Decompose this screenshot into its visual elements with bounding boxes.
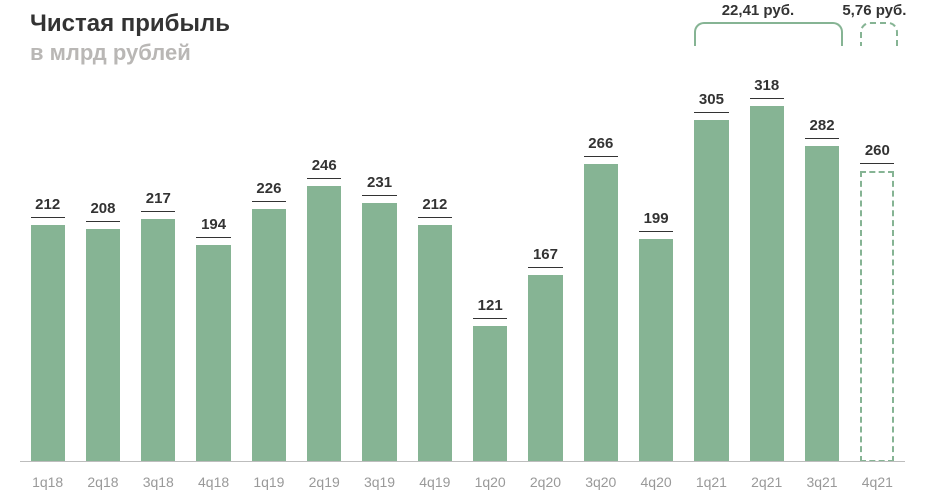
- bar: [418, 225, 452, 462]
- bar-slot: 3051q21: [684, 70, 739, 462]
- bar: [86, 229, 120, 462]
- bar-value-underline: [86, 221, 120, 222]
- x-axis-category-label: 4q20: [628, 474, 683, 490]
- bar: [473, 326, 507, 462]
- x-axis-category-label: 1q20: [463, 474, 518, 490]
- net-profit-chart: Чистая прибыль в млрд рублей 22,41 руб. …: [0, 0, 925, 502]
- bar-value-label: 208: [75, 200, 130, 217]
- chart-subtitle: в млрд рублей: [30, 40, 191, 66]
- x-axis-category-label: 4q18: [186, 474, 241, 490]
- bar-value-label: 226: [241, 180, 296, 197]
- bar-value-label: 246: [297, 157, 352, 174]
- x-axis-category-label: 2q21: [739, 474, 794, 490]
- bar-slot: 2313q19: [352, 70, 407, 462]
- bar-value-underline: [860, 163, 894, 164]
- bar-value-label: 199: [628, 210, 683, 227]
- bar-slot: 2261q19: [241, 70, 296, 462]
- bar-value-underline: [528, 267, 562, 268]
- bar-value-label: 194: [186, 216, 241, 233]
- x-axis-category-label: 2q20: [518, 474, 573, 490]
- bar: [639, 239, 673, 462]
- bars-container: 2121q182082q182173q181944q182261q192462q…: [20, 70, 905, 462]
- bar: [252, 209, 286, 462]
- bar-value-underline: [639, 231, 673, 232]
- bar-value-label: 212: [407, 196, 462, 213]
- bar-value-underline: [805, 138, 839, 139]
- bar-value-label: 167: [518, 246, 573, 263]
- x-axis-baseline: [20, 461, 905, 462]
- x-axis-category-label: 4q19: [407, 474, 462, 490]
- bar-slot: 2604q21: [850, 70, 905, 462]
- bar: [805, 146, 839, 462]
- annotation-left-label: 22,41 руб.: [722, 2, 794, 19]
- bar-slot: 3182q21: [739, 70, 794, 462]
- bar-slot: 1211q20: [463, 70, 518, 462]
- plot-area: 2121q182082q182173q181944q182261q192462q…: [20, 70, 905, 462]
- bar: [307, 186, 341, 462]
- x-axis-category-label: 3q18: [131, 474, 186, 490]
- bar: [31, 225, 65, 462]
- bar-slot: 2173q18: [131, 70, 186, 462]
- bar-value-label: 266: [573, 135, 628, 152]
- bar-value-label: 121: [463, 297, 518, 314]
- bar: [694, 120, 728, 462]
- x-axis-category-label: 3q19: [352, 474, 407, 490]
- bar-slot: 1944q18: [186, 70, 241, 462]
- x-axis-category-label: 1q19: [241, 474, 296, 490]
- bar-value-label: 305: [684, 91, 739, 108]
- bar-value-label: 318: [739, 77, 794, 94]
- bar-slot: 1672q20: [518, 70, 573, 462]
- bar-value-label: 260: [850, 142, 905, 159]
- bar-value-label: 282: [794, 117, 849, 134]
- x-axis-category-label: 3q20: [573, 474, 628, 490]
- bar-slot: 1994q20: [628, 70, 683, 462]
- bar-value-underline: [252, 201, 286, 202]
- bar-value-underline: [141, 211, 175, 212]
- bar: [528, 275, 562, 462]
- chart-title: Чистая прибыль: [30, 10, 230, 38]
- x-axis-category-label: 3q21: [794, 474, 849, 490]
- bar-value-underline: [584, 156, 618, 157]
- bar-value-underline: [362, 195, 396, 196]
- x-axis-category-label: 2q18: [75, 474, 130, 490]
- bar-forecast: [860, 171, 894, 462]
- bar-slot: 2124q19: [407, 70, 462, 462]
- bar: [750, 106, 784, 462]
- x-axis-category-label: 1q18: [20, 474, 75, 490]
- bar-slot: 2462q19: [297, 70, 352, 462]
- bar: [141, 219, 175, 462]
- bar-value-underline: [31, 217, 65, 218]
- bar-slot: 2663q20: [573, 70, 628, 462]
- bar-value-underline: [694, 112, 728, 113]
- bar-value-underline: [196, 237, 230, 238]
- bar: [584, 164, 618, 462]
- bar: [196, 245, 230, 462]
- annotation-right-label: 5,76 руб.: [842, 2, 906, 19]
- bar-value-label: 212: [20, 196, 75, 213]
- bar-value-underline: [307, 178, 341, 179]
- x-axis-category-label: 1q21: [684, 474, 739, 490]
- annotation-right-bracket: [860, 22, 898, 46]
- bar-value-label: 217: [131, 190, 186, 207]
- annotation-left-bracket: [694, 22, 843, 46]
- bar: [362, 203, 396, 462]
- bar-value-underline: [750, 98, 784, 99]
- bar-value-underline: [473, 318, 507, 319]
- bar-slot: 2082q18: [75, 70, 130, 462]
- x-axis-category-label: 2q19: [297, 474, 352, 490]
- bar-slot: 2823q21: [794, 70, 849, 462]
- x-axis-category-label: 4q21: [850, 474, 905, 490]
- bar-value-label: 231: [352, 174, 407, 191]
- bar-value-underline: [418, 217, 452, 218]
- bar-slot: 2121q18: [20, 70, 75, 462]
